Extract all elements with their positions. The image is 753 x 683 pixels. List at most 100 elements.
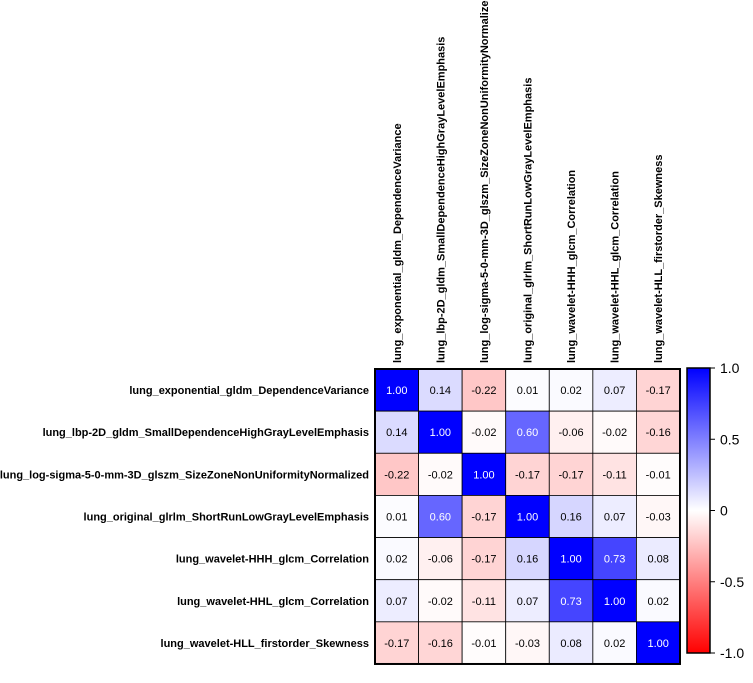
cell-label-r6-c4: 0.08 [560,638,581,650]
heatmap-frame [374,368,681,665]
cell-r5-c0 [374,579,419,623]
cell-label-r4-c3: 0.16 [517,554,538,566]
cell-r1-c6 [636,410,681,454]
cell-r2-c6 [636,452,681,496]
cell-r6-c5 [592,621,637,665]
cell-label-r0-c2: -0.22 [471,385,496,397]
cell-label-r5-c3: 0.07 [517,596,538,608]
cell-label-r2-c0: -0.22 [384,469,409,481]
cell-r6-c2 [461,621,507,665]
colorbar-ticks: 1.0 0.5 0 -0.5 -1.0 [710,360,744,661]
cell-label-r4-c4: 1.00 [560,554,581,566]
cell-label-r0-c5: 0.07 [604,385,625,397]
cell-label-r0-c1: 0.14 [430,385,451,397]
cell-label-r5-c0: 0.07 [386,596,407,608]
cell-label-r1-c4: -0.06 [559,427,584,439]
cell-r0-c0 [374,368,419,412]
cell-r3-c0 [374,495,419,538]
cell-label-r6-c6: 1.00 [647,638,668,650]
cell-label-r2-c4: -0.17 [559,469,584,481]
heatmap-cells: 1.00 0.14 -0.22 0.01 0.02 0.07 -0.17 0.14 1.00 -0… [374,368,681,665]
cell-r4-c2 [461,537,507,581]
row-label-3: lung_original_glrlm_ShortRunLowGrayLevel… [84,511,369,523]
cell-label-r3-c5: 0.07 [604,511,625,523]
cell-r1-c4 [548,410,594,454]
row-label-5: lung_wavelet-HHL_glcm_Correlation [177,596,369,608]
column-label-4: lung_wavelet-HHH_glcm_Correlation [566,170,578,363]
cell-label-r1-c3: 0.60 [517,427,538,439]
cell-label-r6-c0: -0.17 [384,638,409,650]
cell-label-r3-c6: -0.03 [646,511,671,523]
colorbar [686,367,711,654]
cell-label-r2-c5: -0.11 [603,469,627,481]
cell-label-r5-c1: -0.02 [428,596,453,608]
cell-label-r2-c6: -0.01 [646,469,671,481]
cell-label-r3-c4: 0.16 [560,511,581,523]
cell-label-r1-c2: -0.02 [471,427,496,439]
cell-label-r4-c0: 0.02 [386,554,407,566]
cell-r2-c5 [592,452,637,496]
cell-label-r4-c1: -0.06 [428,554,453,566]
cell-r5-c1 [418,579,463,623]
cell-r2-c3 [505,452,550,496]
row-label-4: lung_wavelet-HHH_glcm_Correlation [176,554,369,566]
cell-r1-c2 [461,410,507,454]
row-label-0: lung_exponential_gldm_DependenceVariance [129,385,369,397]
column-labels: lung_exponential_gldm_DependenceVariance… [392,0,665,363]
column-label-3: lung_original_glrlm_ShortRunLowGrayLevel… [522,78,534,363]
cell-label-r6-c2: -0.01 [471,638,496,650]
colorbar-tick-label-1: 0.5 [720,431,740,447]
cell-label-r5-c5: 1.00 [604,596,625,608]
row-label-1: lung_lbp-2D_gldm_SmallDependenceHighGray… [43,427,369,439]
cell-r2-c4 [548,452,594,496]
cell-label-r5-c4: 0.73 [560,596,581,608]
column-label-0: lung_exponential_gldm_DependenceVariance [392,123,404,363]
cell-r5-c4 [548,579,594,623]
cell-label-r4-c6: 0.08 [647,554,668,566]
cell-r3-c1 [418,495,463,538]
cell-r2-c2 [461,452,507,496]
cell-r3-c3 [505,495,550,538]
cell-label-r5-c6: 0.02 [647,596,668,608]
cell-r6-c3 [505,621,550,665]
cell-label-r0-c0: 1.00 [386,385,407,397]
column-label-5: lung_wavelet-HHL_glcm_Correlation [610,171,622,363]
cell-label-r6-c5: 0.02 [604,638,625,650]
cell-label-r2-c2: 1.00 [473,469,494,481]
colorbar-tick-label-4: -1.0 [720,645,744,661]
cell-r0-c5 [592,368,637,412]
row-label-2: lung_log-sigma-5-0-mm-3D_glszm_SizeZoneN… [0,469,369,481]
cell-label-r1-c5: -0.02 [602,427,627,439]
cell-label-r0-c6: -0.17 [646,385,671,397]
column-label-6: lung_wavelet-HLL_firstorder_Skewness [653,155,665,363]
cell-label-r3-c3: 1.00 [517,511,538,523]
cell-label-r4-c5: 0.73 [604,554,625,566]
cell-r6-c6 [636,621,681,665]
column-label-2: lung_log-sigma-5-0-mm-3D_glszm_SizeZoneN… [479,0,491,363]
cell-label-r2-c3: -0.17 [515,469,540,481]
cell-r6-c4 [548,621,594,665]
cell-label-r6-c3: -0.03 [515,638,540,650]
cell-label-r5-c2: -0.11 [472,596,496,608]
cell-label-r4-c2: -0.17 [471,554,496,566]
cell-label-r1-c0: 0.14 [386,427,407,439]
cell-label-r3-c0: 0.01 [386,511,407,523]
row-labels: lung_exponential_gldm_DependenceVariance… [0,385,369,650]
colorbar-tick-label-2: 0 [720,503,728,519]
cell-label-r3-c2: -0.17 [471,511,496,523]
cell-r5-c6 [636,579,681,623]
colorbar-tick-label-0: 1.0 [720,360,740,376]
cell-r3-c6 [636,495,681,538]
cell-label-r1-c1: 1.00 [430,427,451,439]
cell-label-r3-c1: 0.60 [430,511,451,523]
cell-label-r6-c1: -0.16 [428,638,453,650]
cell-label-r0-c4: 0.02 [560,385,581,397]
cell-label-r1-c6: -0.16 [646,427,671,439]
cell-r0-c1 [418,368,463,412]
colorbar-tick-label-3: -0.5 [720,574,744,590]
cell-r2-c1 [418,452,463,496]
cell-r5-c3 [505,579,550,623]
cell-r6-c0 [374,621,419,665]
column-label-1: lung_lbp-2D_gldm_SmallDependenceHighGray… [435,37,447,363]
